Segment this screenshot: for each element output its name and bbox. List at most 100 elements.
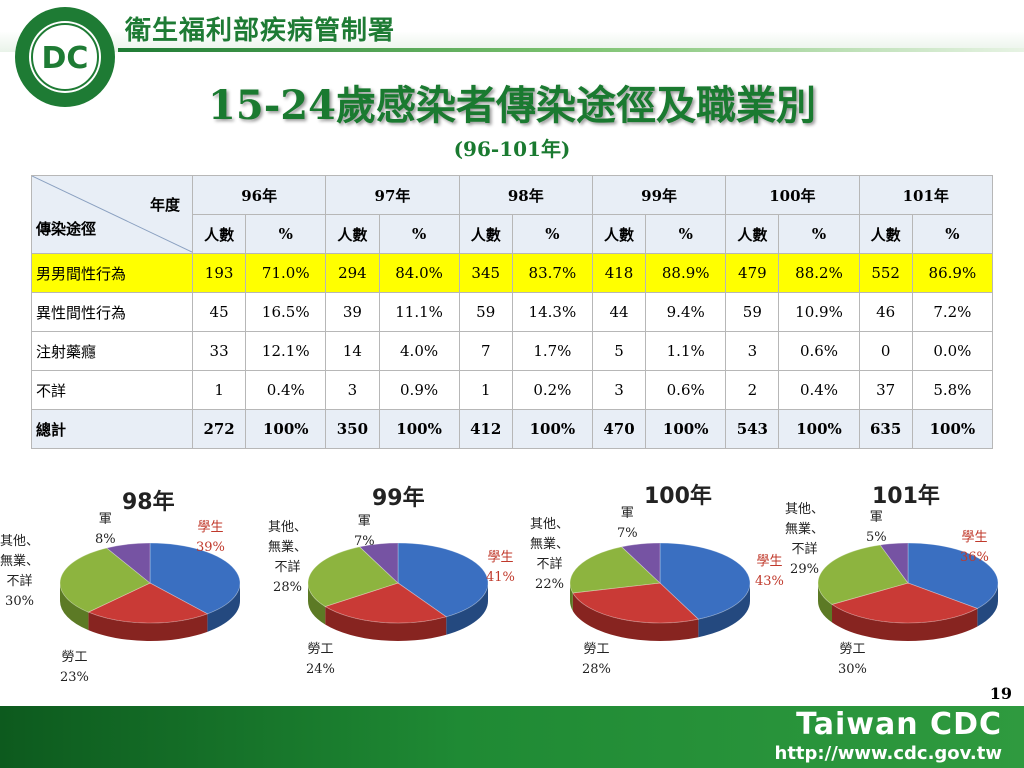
- pie-label: 軍 7%: [354, 514, 375, 549]
- cdc-logo: DC: [15, 7, 115, 107]
- table-cell: 9.4%: [645, 292, 727, 332]
- table-cell: 71.0%: [245, 253, 327, 293]
- table-cell: 59: [725, 292, 780, 332]
- table-cell: 543: [725, 409, 780, 449]
- table-cell: 552: [858, 253, 913, 293]
- table-subheaders: 人數 % 人數 % 人數 % 人數 % 人數 % 人數 %: [32, 214, 994, 254]
- pie-label: 其他、 無業、 不詳 29%: [785, 502, 825, 577]
- pie-side-勞工: [572, 592, 699, 641]
- row-label: 注射藥癮: [31, 331, 193, 371]
- pie-side-其他、無業、不詳: [818, 583, 833, 623]
- table-cell: 3: [725, 331, 780, 371]
- row-label: 男男間性行為: [31, 253, 193, 293]
- table-cell: 5: [591, 331, 647, 371]
- table-cell: 0.4%: [245, 370, 327, 410]
- pie-side-學生: [207, 583, 240, 632]
- subheader-count: 人數: [458, 214, 513, 254]
- pie-label: 軍 7%: [617, 506, 638, 541]
- table-cell: 418: [591, 253, 647, 293]
- pie-label: 學生 43%: [755, 554, 784, 589]
- table-cell: 0.4%: [778, 370, 860, 410]
- total-row: 總計 272 100% 350 100% 412 100% 470 100% 543 100% 635…: [31, 409, 994, 449]
- year-header: 101年: [858, 175, 994, 215]
- logo-letters: DC: [42, 41, 89, 76]
- subheader-percent: %: [645, 214, 727, 254]
- year-header: 96年: [191, 175, 327, 215]
- pie-side-勞工: [325, 606, 447, 641]
- pie-slice-軍: [620, 542, 661, 584]
- table-cell: 0.6%: [778, 331, 860, 371]
- pie-side-勞工: [88, 612, 208, 642]
- table-body: 男男間性行為 193 71.0% 294 84.0% 345 83.7% 418 88.9% 47…: [31, 253, 994, 449]
- table-cell: 272: [191, 409, 247, 449]
- subheader-count: 人數: [325, 214, 380, 254]
- subheader-percent: %: [511, 214, 593, 254]
- pie-slice-勞工: [87, 582, 209, 624]
- subheader-count: 人數: [858, 214, 913, 254]
- pie-side-其他、無業、不詳: [570, 583, 573, 611]
- table-cell: 479: [725, 253, 780, 293]
- table-cell: 470: [591, 409, 647, 449]
- pie-slice-其他、無業、不詳: [59, 547, 151, 613]
- table-cell: 39: [325, 292, 380, 332]
- pie-slice-勞工: [831, 582, 979, 624]
- subheader-count: 人數: [191, 214, 247, 254]
- org-name: 衛生福利部疾病管制署: [125, 16, 396, 46]
- table-cell: 12.1%: [245, 331, 327, 371]
- table-cell: 4.0%: [378, 331, 460, 371]
- pie-slice-其他、無業、不詳: [569, 546, 661, 594]
- footer-brand: Taiwan CDC: [796, 707, 1002, 742]
- pie-title: 99年: [372, 486, 425, 511]
- pie-slice-勞工: [324, 582, 448, 624]
- year-header: 97年: [325, 175, 460, 215]
- pie-label: 學生 39%: [196, 520, 225, 555]
- pie-label: 軍 5%: [866, 510, 887, 545]
- year-header: 98年: [458, 175, 593, 215]
- corner-year-label: 年度: [149, 196, 180, 214]
- footer-band: [0, 706, 1024, 768]
- table-cell: 0.0%: [911, 331, 994, 371]
- row-label: 不詳: [31, 370, 193, 410]
- pie-side-勞工: [832, 604, 978, 641]
- subheader-count: 人數: [591, 214, 647, 254]
- subheader-percent: %: [778, 214, 860, 254]
- data-table: 年度 傳染途徑 96年 97年 98年 99年 100年 101年 人數 % 人…: [31, 175, 994, 449]
- table-cell: 14: [325, 331, 380, 371]
- pie-chart-1: [307, 542, 489, 641]
- table-cell: 0.2%: [511, 370, 593, 410]
- table-cell: 1: [458, 370, 513, 410]
- pie-slice-其他、無業、不詳: [307, 546, 399, 607]
- pie-side-學生: [977, 583, 998, 627]
- pie-label: 學生 36%: [960, 530, 989, 565]
- table-cell: 1.7%: [511, 331, 593, 371]
- table-cell: 46: [858, 292, 913, 332]
- row-label: 異性間性行為: [31, 292, 193, 332]
- pie-slice-學生: [149, 542, 241, 615]
- pie-label: 軍 8%: [95, 512, 116, 547]
- pie-side-其他、無業、不詳: [60, 583, 89, 631]
- table-cell: 635: [858, 409, 913, 449]
- pie-slice-學生: [659, 542, 751, 620]
- pie-slice-學生: [397, 542, 489, 618]
- pie-chart-2: [569, 542, 751, 641]
- table-cell: 83.7%: [511, 253, 593, 293]
- table-row: 不詳 1 0.4% 3 0.9% 1 0.2% 3 0.6% 2 0.4% 37 5.8%: [31, 370, 994, 410]
- table-cell: 84.0%: [378, 253, 460, 293]
- table-cell: 11.1%: [378, 292, 460, 332]
- table-cell: 100%: [778, 409, 860, 449]
- table-row: 注射藥癮 33 12.1% 14 4.0% 7 1.7% 5 1.1% 3 0.6% 0 0.0%: [31, 331, 994, 371]
- page-number: 19: [989, 684, 1012, 703]
- table-cell: 7.2%: [911, 292, 994, 332]
- table-cell: 33: [191, 331, 247, 371]
- table-cell: 44: [591, 292, 647, 332]
- year-header: 99年: [591, 175, 727, 215]
- pie-side-學生: [698, 583, 750, 638]
- table-cell: 7: [458, 331, 513, 371]
- table-cell: 100%: [911, 409, 994, 449]
- table-cell: 0.6%: [645, 370, 727, 410]
- table-cell: 100%: [245, 409, 327, 449]
- pie-side-其他、無業、不詳: [308, 583, 326, 625]
- header-band: [0, 0, 1024, 52]
- corner-route-label: 傳染途徑: [36, 220, 97, 238]
- table-cell: 10.9%: [778, 292, 860, 332]
